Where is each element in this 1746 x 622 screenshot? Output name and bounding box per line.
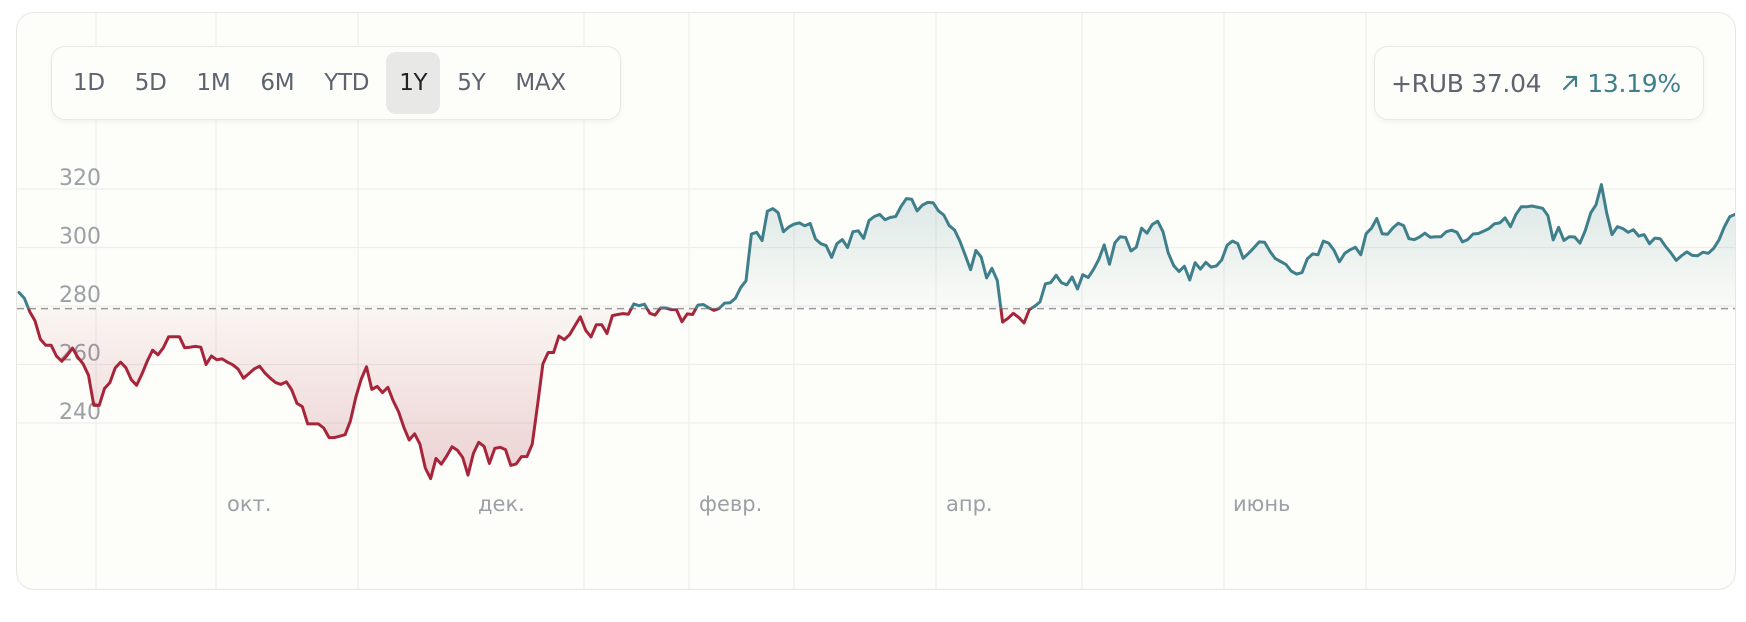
range-tab-1y[interactable]: 1Y [386, 52, 441, 114]
x-tick-label: июнь [1233, 492, 1290, 516]
x-axis-labels: окт. дек. февр. апр. июнь [227, 492, 1290, 516]
x-tick-label: февр. [699, 492, 762, 516]
percent-change: 13.19% [1559, 69, 1681, 98]
percent-change-value: 13.19% [1587, 68, 1681, 98]
y-tick-label: 320 [59, 166, 101, 191]
range-tab-6m[interactable]: 6M [260, 70, 295, 96]
x-tick-label: дек. [478, 492, 525, 516]
area-fill-above-baseline [19, 184, 1735, 309]
area-fill-below-baseline [28, 308, 1031, 479]
price-change-summary: +RUB 37.04 13.19% [1374, 46, 1704, 120]
y-tick-label: 280 [59, 283, 101, 308]
range-tab-5y[interactable]: 5Y [457, 70, 486, 96]
range-tab-ytd[interactable]: YTD [324, 70, 370, 96]
y-tick-label: 300 [59, 225, 101, 250]
range-tab-5d[interactable]: 5D [134, 70, 167, 96]
range-tab-1d[interactable]: 1D [73, 70, 105, 96]
range-tab-max[interactable]: MAX [515, 70, 566, 96]
price-line-below-baseline [26, 308, 1034, 481]
price-line-above-baseline [17, 183, 1735, 309]
x-tick-label: окт. [227, 492, 271, 516]
absolute-change: +RUB 37.04 [1391, 68, 1542, 98]
range-tab-1m[interactable]: 1M [196, 70, 231, 96]
trend-up-arrow-icon [1563, 75, 1578, 91]
chart-card: 320300280260240 окт.дек.февр.апр.июнь 1D… [16, 12, 1736, 590]
time-range-selector: 1D 5D 1M 6M YTD 1Y 5Y MAX [51, 46, 621, 120]
price-chart: 320300280260240 окт.дек.февр.апр.июнь [17, 13, 1735, 589]
x-tick-label: апр. [946, 492, 993, 516]
